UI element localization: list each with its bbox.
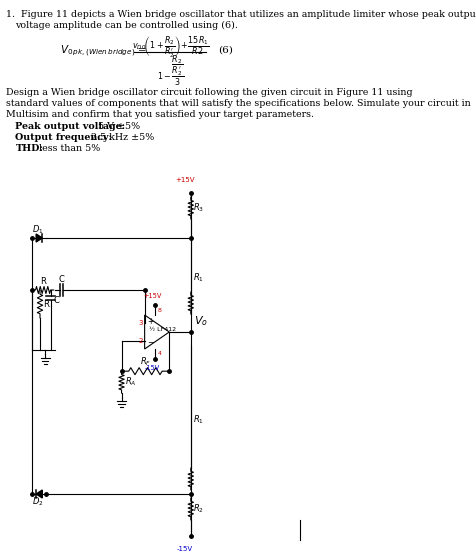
Text: $D_1$: $D_1$ <box>32 223 43 236</box>
Text: 3: 3 <box>139 320 143 326</box>
Text: −: − <box>147 338 154 347</box>
Text: voltage amplitude can be controlled using (6).: voltage amplitude can be controlled usin… <box>15 21 238 30</box>
Text: $R_F$: $R_F$ <box>139 355 151 368</box>
Text: R: R <box>40 277 46 286</box>
Text: 1.  Figure 11 depicts a Wien bridge oscillator that utilizes an amplitude limite: 1. Figure 11 depicts a Wien bridge oscil… <box>6 10 476 19</box>
Text: 4: 4 <box>157 351 161 356</box>
Text: $R_1$: $R_1$ <box>193 414 204 426</box>
Text: -15V: -15V <box>145 365 160 371</box>
Text: $V_o$: $V_o$ <box>193 314 208 328</box>
Text: +15V: +15V <box>175 177 194 183</box>
Text: THD:: THD: <box>15 144 43 153</box>
Text: 5 V ±5%: 5 V ±5% <box>94 122 139 131</box>
Text: +: + <box>147 318 153 326</box>
Text: standard values of components that will satisfy the specifications below. Simula: standard values of components that will … <box>6 99 470 108</box>
Text: $V_{0\,pk,(Wien\,bridge)}$ =: $V_{0\,pk,(Wien\,bridge)}$ = <box>60 44 147 59</box>
Text: ½ LF412: ½ LF412 <box>149 326 176 332</box>
Text: $v_{D0}\!\left(1+\dfrac{R_2}{R_2'}\right)\!+\!\dfrac{15R_1}{R2}$: $v_{D0}\!\left(1+\dfrac{R_2}{R_2'}\right… <box>132 34 209 59</box>
Text: $R_A$: $R_A$ <box>124 376 136 389</box>
Text: $D_2$: $D_2$ <box>32 496 43 508</box>
Text: Peak output voltage:: Peak output voltage: <box>15 122 125 131</box>
Text: C: C <box>54 296 60 305</box>
Text: 2.5 kHz ±5%: 2.5 kHz ±5% <box>88 133 154 142</box>
Text: 2: 2 <box>139 338 143 344</box>
Text: -15V: -15V <box>176 546 192 552</box>
Text: Multisim and confirm that you satisfied your target parameters.: Multisim and confirm that you satisfied … <box>6 110 314 119</box>
Text: less than 5%: less than 5% <box>36 144 100 153</box>
Text: Output frequency:: Output frequency: <box>15 133 112 142</box>
Text: $R_1$: $R_1$ <box>193 272 204 284</box>
Text: C: C <box>59 275 64 284</box>
Text: 8: 8 <box>157 308 161 313</box>
Text: (6): (6) <box>217 45 232 54</box>
Text: $R_2$: $R_2$ <box>193 503 204 515</box>
Text: $1-\dfrac{\dfrac{R_2}{R_2'}}{3}$: $1-\dfrac{\dfrac{R_2}{R_2'}}{3}$ <box>157 54 184 88</box>
Polygon shape <box>36 490 42 498</box>
Text: +15V: +15V <box>143 293 161 299</box>
Text: $R_3$: $R_3$ <box>193 202 204 214</box>
Text: R: R <box>43 300 49 309</box>
Polygon shape <box>36 234 42 242</box>
Text: Design a Wien bridge oscillator circuit following the given circuit in Figure 11: Design a Wien bridge oscillator circuit … <box>6 88 412 97</box>
